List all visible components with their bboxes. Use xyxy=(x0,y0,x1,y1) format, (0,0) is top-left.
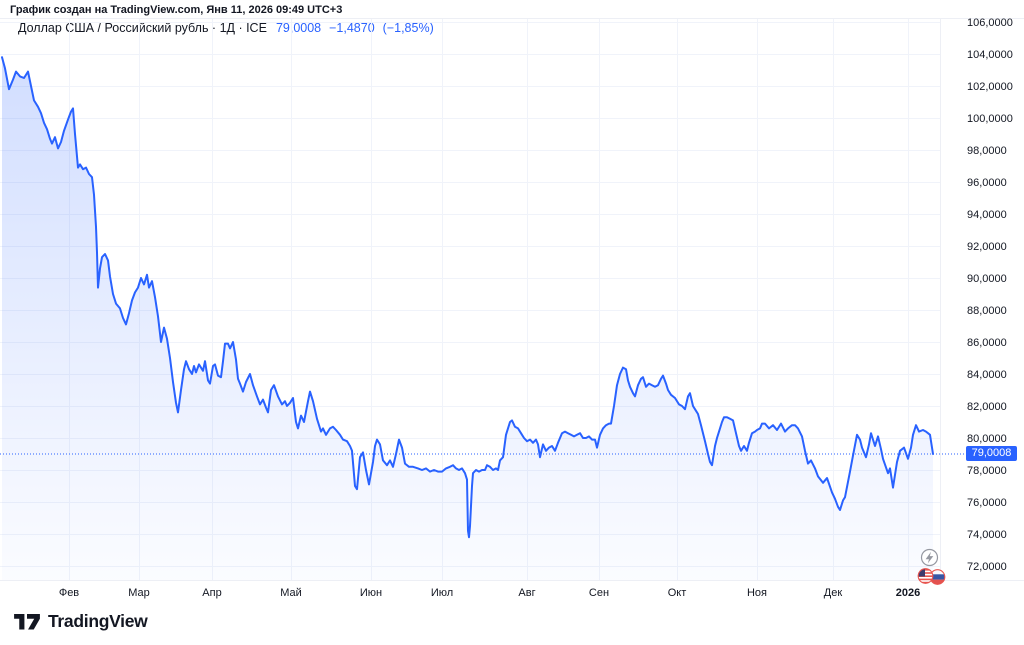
tradingview-logo-text: TradingView xyxy=(48,611,148,631)
x-tick-label: Июн xyxy=(360,587,382,599)
y-tick-label: 96,0000 xyxy=(967,177,1007,189)
x-tick-label: Дек xyxy=(824,587,843,599)
x-tick-label: Окт xyxy=(668,587,687,599)
y-tick-label: 90,0000 xyxy=(967,273,1007,285)
symbol-last-price: 79,0008 xyxy=(275,21,322,35)
attribution-text: График создан на TradingView.com, Янв 11… xyxy=(10,4,343,16)
area-fill xyxy=(2,57,933,580)
y-tick-label: 74,0000 xyxy=(967,529,1007,541)
axis-labels: 106,0000 104,0000 102,0000 100,0000 98,0000 9… xyxy=(59,17,1013,599)
series-layer xyxy=(0,56,966,580)
y-tick-label: 88,0000 xyxy=(967,305,1007,317)
x-tick-label: 2026 xyxy=(896,587,920,599)
y-tick-label: 80,0000 xyxy=(967,433,1007,445)
x-tick-label: Сен xyxy=(589,587,609,599)
tradingview-logo-icon xyxy=(14,613,40,629)
y-tick-label: 78,0000 xyxy=(967,465,1007,477)
symbol-price-group: 79,0008 −1,4870 (−1,85%) xyxy=(276,21,434,35)
symbol-title: Доллар США / Российский рубль · 1Д · ICE xyxy=(18,21,267,35)
price-line xyxy=(1,56,934,539)
x-tick-label: Фев xyxy=(59,587,79,599)
x-tick-label: Апр xyxy=(202,587,221,599)
y-tick-label: 92,0000 xyxy=(967,241,1007,253)
symbol-change: −1,4870 xyxy=(329,21,375,35)
x-tick-label: Мар xyxy=(128,587,150,599)
y-tick-label: 72,0000 xyxy=(967,561,1007,573)
y-tick-label: 82,0000 xyxy=(967,401,1007,413)
y-tick-label: 94,0000 xyxy=(967,209,1007,221)
x-tick-label: Авг xyxy=(518,587,535,599)
x-tick-label: Июл xyxy=(431,587,453,599)
y-tick-label: 76,0000 xyxy=(967,497,1007,509)
y-tick-label: 106,0000 xyxy=(967,17,1013,29)
last-price-label: 79,0008 xyxy=(966,446,1017,462)
y-tick-label: 100,0000 xyxy=(967,113,1013,125)
x-tick-label: Май xyxy=(280,587,302,599)
symbol-info-row: Доллар США / Российский рубль · 1Д · ICE… xyxy=(18,21,434,35)
x-tick-label: Ноя xyxy=(747,587,767,599)
tradingview-logo[interactable]: TradingView xyxy=(14,611,148,632)
usd-rub-flags-icon xyxy=(917,568,946,585)
y-tick-label: 84,0000 xyxy=(967,369,1007,381)
y-tick-label: 102,0000 xyxy=(967,81,1013,93)
y-tick-label: 98,0000 xyxy=(967,145,1007,157)
y-tick-label: 86,0000 xyxy=(967,337,1007,349)
y-tick-label: 104,0000 xyxy=(967,49,1013,61)
flash-icon xyxy=(920,548,939,567)
symbol-change-percent: (−1,85%) xyxy=(382,21,434,35)
